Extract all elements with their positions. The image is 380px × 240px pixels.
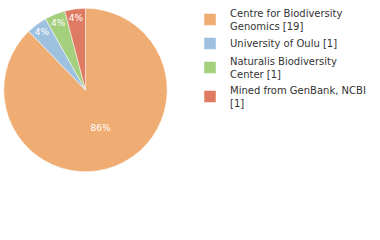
svg-text:Naturalis BiodiversityCenter [: Naturalis BiodiversityCenter [1] <box>230 56 337 80</box>
svg-text:Centre for BiodiversityGenomic: Centre for BiodiversityGenomics [19] <box>230 8 343 32</box>
svg-text:4%: 4% <box>35 27 50 37</box>
svg-text:University of Oulu [1]: University of Oulu [1] <box>230 38 337 49</box>
svg-text:4%: 4% <box>51 18 66 28</box>
svg-text:4%: 4% <box>69 13 84 23</box>
svg-text:Mined from GenBank, NCBI[1]: Mined from GenBank, NCBI[1] <box>230 85 366 109</box>
svg-text:86%: 86% <box>91 123 111 133</box>
